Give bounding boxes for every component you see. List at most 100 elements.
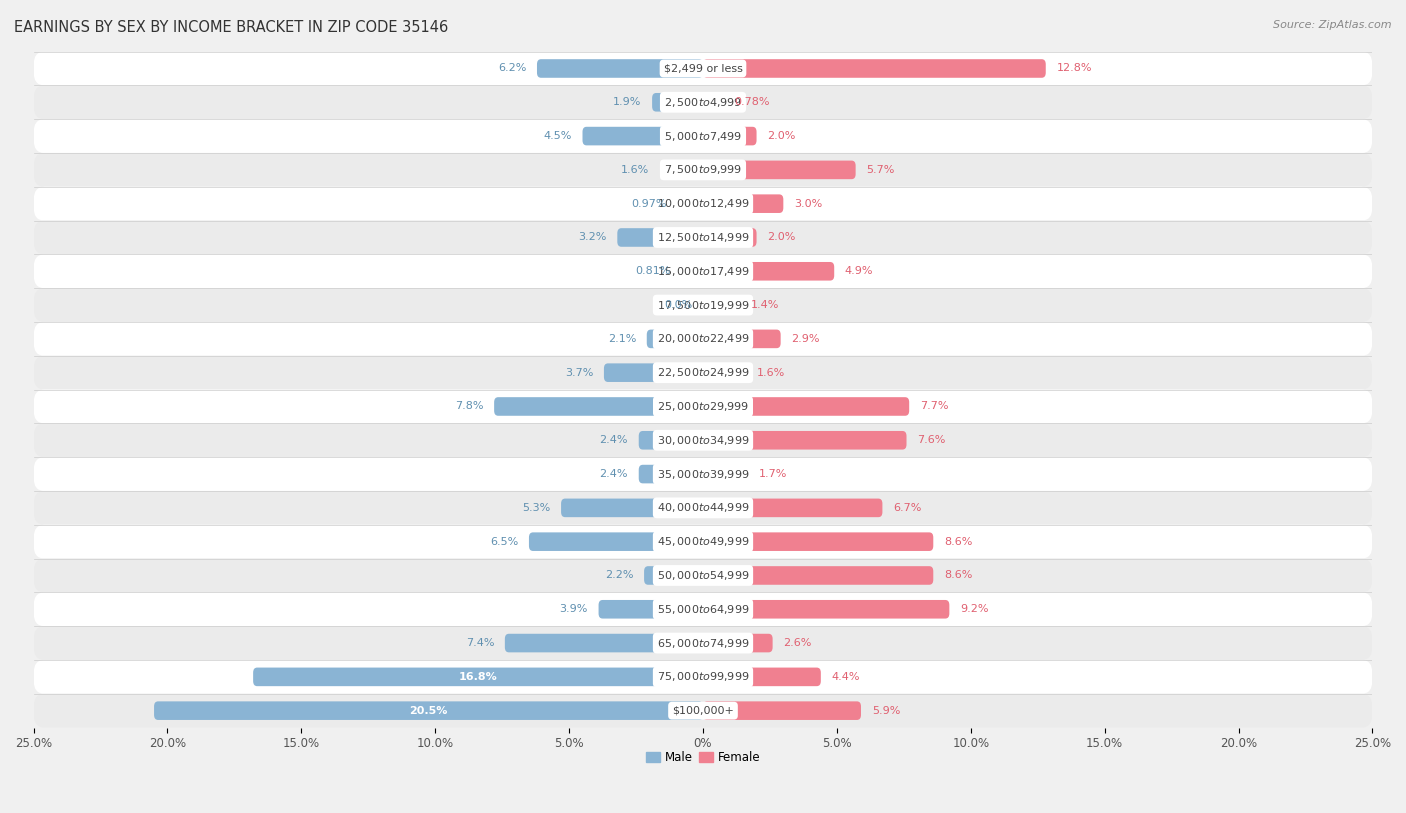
Text: 2.1%: 2.1%: [607, 334, 636, 344]
FancyBboxPatch shape: [34, 559, 1372, 593]
FancyBboxPatch shape: [537, 59, 703, 78]
Text: $35,000 to $39,999: $35,000 to $39,999: [657, 467, 749, 480]
FancyBboxPatch shape: [703, 533, 934, 551]
FancyBboxPatch shape: [34, 51, 1372, 85]
Text: 2.4%: 2.4%: [599, 469, 628, 479]
FancyBboxPatch shape: [703, 498, 883, 517]
FancyBboxPatch shape: [703, 228, 756, 247]
Text: 2.9%: 2.9%: [792, 334, 820, 344]
FancyBboxPatch shape: [703, 127, 756, 146]
Text: 6.5%: 6.5%: [489, 537, 519, 546]
FancyBboxPatch shape: [582, 127, 703, 146]
FancyBboxPatch shape: [703, 194, 783, 213]
FancyBboxPatch shape: [703, 465, 748, 484]
Text: $65,000 to $74,999: $65,000 to $74,999: [657, 637, 749, 650]
Text: $22,500 to $24,999: $22,500 to $24,999: [657, 366, 749, 379]
FancyBboxPatch shape: [703, 262, 834, 280]
FancyBboxPatch shape: [703, 398, 910, 415]
Text: 1.6%: 1.6%: [756, 367, 785, 378]
Text: 3.2%: 3.2%: [578, 233, 606, 242]
FancyBboxPatch shape: [678, 194, 703, 213]
FancyBboxPatch shape: [703, 667, 821, 686]
Text: $5,000 to $7,499: $5,000 to $7,499: [664, 129, 742, 142]
FancyBboxPatch shape: [34, 356, 1372, 389]
FancyBboxPatch shape: [34, 389, 1372, 424]
FancyBboxPatch shape: [647, 329, 703, 348]
Text: $40,000 to $44,999: $40,000 to $44,999: [657, 502, 749, 515]
Text: 1.6%: 1.6%: [621, 165, 650, 175]
Text: 16.8%: 16.8%: [458, 672, 498, 682]
FancyBboxPatch shape: [661, 161, 703, 179]
Text: EARNINGS BY SEX BY INCOME BRACKET IN ZIP CODE 35146: EARNINGS BY SEX BY INCOME BRACKET IN ZIP…: [14, 20, 449, 35]
FancyBboxPatch shape: [703, 59, 1046, 78]
Text: $45,000 to $49,999: $45,000 to $49,999: [657, 535, 749, 548]
FancyBboxPatch shape: [638, 431, 703, 450]
FancyBboxPatch shape: [561, 498, 703, 517]
Text: 7.6%: 7.6%: [917, 435, 946, 446]
FancyBboxPatch shape: [34, 288, 1372, 322]
FancyBboxPatch shape: [34, 457, 1372, 491]
FancyBboxPatch shape: [703, 329, 780, 348]
Text: $50,000 to $54,999: $50,000 to $54,999: [657, 569, 749, 582]
FancyBboxPatch shape: [605, 363, 703, 382]
Text: 3.9%: 3.9%: [560, 604, 588, 615]
Text: 1.7%: 1.7%: [759, 469, 787, 479]
Text: 0.0%: 0.0%: [664, 300, 692, 310]
FancyBboxPatch shape: [703, 296, 741, 315]
Text: $7,500 to $9,999: $7,500 to $9,999: [664, 163, 742, 176]
Text: 2.0%: 2.0%: [768, 233, 796, 242]
FancyBboxPatch shape: [34, 491, 1372, 524]
Text: 4.4%: 4.4%: [831, 672, 860, 682]
Text: 7.4%: 7.4%: [465, 638, 494, 648]
FancyBboxPatch shape: [505, 634, 703, 652]
FancyBboxPatch shape: [703, 702, 860, 720]
Legend: Male, Female: Male, Female: [641, 746, 765, 769]
Text: 2.2%: 2.2%: [605, 571, 633, 580]
Text: 1.4%: 1.4%: [751, 300, 779, 310]
Text: 7.7%: 7.7%: [920, 402, 949, 411]
FancyBboxPatch shape: [34, 693, 1372, 728]
FancyBboxPatch shape: [34, 524, 1372, 559]
Text: $25,000 to $29,999: $25,000 to $29,999: [657, 400, 749, 413]
FancyBboxPatch shape: [34, 660, 1372, 693]
FancyBboxPatch shape: [703, 566, 934, 585]
Text: 5.9%: 5.9%: [872, 706, 900, 715]
FancyBboxPatch shape: [34, 120, 1372, 153]
Text: 4.9%: 4.9%: [845, 267, 873, 276]
Text: 12.8%: 12.8%: [1056, 63, 1092, 73]
Text: $2,499 or less: $2,499 or less: [664, 63, 742, 73]
FancyBboxPatch shape: [703, 93, 724, 111]
Text: $55,000 to $64,999: $55,000 to $64,999: [657, 602, 749, 615]
FancyBboxPatch shape: [34, 322, 1372, 356]
Text: $75,000 to $99,999: $75,000 to $99,999: [657, 671, 749, 684]
Text: $2,500 to $4,999: $2,500 to $4,999: [664, 96, 742, 109]
Text: 5.3%: 5.3%: [522, 503, 550, 513]
FancyBboxPatch shape: [34, 626, 1372, 660]
Text: 0.81%: 0.81%: [636, 267, 671, 276]
Text: 20.5%: 20.5%: [409, 706, 447, 715]
FancyBboxPatch shape: [34, 424, 1372, 457]
FancyBboxPatch shape: [682, 262, 703, 280]
Text: 3.0%: 3.0%: [794, 198, 823, 209]
Text: 7.8%: 7.8%: [456, 402, 484, 411]
Text: Source: ZipAtlas.com: Source: ZipAtlas.com: [1274, 20, 1392, 30]
FancyBboxPatch shape: [34, 85, 1372, 120]
Text: 2.0%: 2.0%: [768, 131, 796, 141]
FancyBboxPatch shape: [703, 161, 856, 179]
Text: 1.9%: 1.9%: [613, 98, 641, 107]
Text: $30,000 to $34,999: $30,000 to $34,999: [657, 434, 749, 447]
FancyBboxPatch shape: [253, 667, 703, 686]
FancyBboxPatch shape: [34, 254, 1372, 288]
Text: 0.97%: 0.97%: [631, 198, 666, 209]
Text: $15,000 to $17,499: $15,000 to $17,499: [657, 265, 749, 278]
FancyBboxPatch shape: [644, 566, 703, 585]
Text: $17,500 to $19,999: $17,500 to $19,999: [657, 298, 749, 311]
Text: 4.5%: 4.5%: [543, 131, 572, 141]
Text: 8.6%: 8.6%: [943, 537, 973, 546]
FancyBboxPatch shape: [529, 533, 703, 551]
FancyBboxPatch shape: [34, 187, 1372, 220]
Text: 0.78%: 0.78%: [734, 98, 770, 107]
Text: 2.6%: 2.6%: [783, 638, 811, 648]
Text: 6.2%: 6.2%: [498, 63, 526, 73]
Text: 6.7%: 6.7%: [893, 503, 921, 513]
